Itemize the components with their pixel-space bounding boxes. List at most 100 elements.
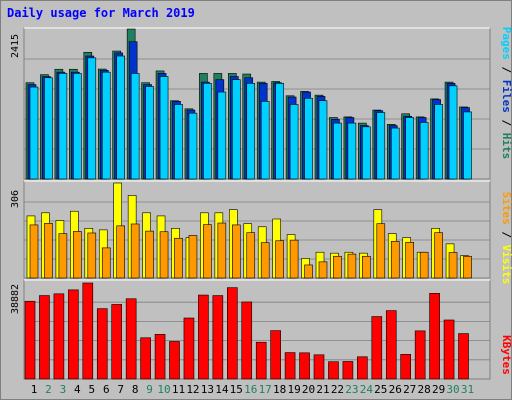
y-max-label: 38882 [10,284,21,314]
x-tick-day-2: 2 [45,383,52,396]
bar-pages-day-29 [434,104,443,180]
x-tick-day-27: 27 [403,383,416,396]
legend-: / [500,225,512,245]
x-tick-day-29: 29 [432,383,445,396]
bar-pages-day-3 [58,73,68,180]
bar-kbytes-day-11 [169,341,180,380]
bar-sites-day-3 [58,233,68,279]
x-tick-day-21: 21 [316,383,329,396]
bar-pages-day-27 [405,117,415,180]
legend-pages: Pages [500,27,512,60]
bar-kbytes-day-26 [385,310,397,380]
bar-pages-day-6 [101,71,111,180]
x-tick-day-7: 7 [117,383,124,396]
bar-sites-day-21 [318,261,328,279]
bar-kbytes-day-12 [183,317,195,380]
bar-sites-day-1 [29,224,39,279]
bar-pages-day-31 [463,111,472,180]
bar-kbytes-day-10 [154,334,166,380]
bar-kbytes-day-18 [270,330,281,380]
bar-kbytes-day-19 [284,352,296,380]
x-tick-day-20: 20 [302,383,315,396]
bar-pages-day-14 [217,91,227,180]
bar-sites-day-15 [232,224,241,279]
bar-kbytes-day-24 [357,356,368,380]
bar-pages-day-8 [130,73,140,180]
x-tick-day-14: 14 [215,383,229,396]
bar-kbytes-day-22 [328,361,339,380]
bar-kbytes-day-17 [255,341,267,380]
bar-pages-day-26 [390,127,400,180]
x-tick-day-11: 11 [172,383,185,396]
x-tick-day-23: 23 [345,383,358,396]
bar-sites-day-7 [116,225,125,279]
bar-sites-day-23 [347,253,357,279]
legend-files: Files [500,80,512,113]
bar-pages-day-4 [73,73,82,180]
bar-sites-day-22 [333,255,342,279]
x-tick-day-19: 19 [287,383,300,396]
bar-kbytes-day-3 [53,293,65,380]
legend-kbytes: KBytes [500,335,512,375]
bar-sites-day-8 [130,223,140,279]
bar-kbytes-day-5 [82,282,94,380]
bar-sites-day-12 [188,235,198,279]
bar-sites-day-27 [405,241,415,279]
x-tick-day-6: 6 [103,383,110,396]
bar-sites-day-24 [362,255,371,279]
bar-pages-day-5 [87,57,97,180]
chart-title: Daily usage for March 2019 [7,6,195,20]
bar-pages-day-1 [29,86,39,180]
bar-kbytes-day-7 [111,304,122,380]
bar-pages-day-2 [44,77,53,180]
bar-kbytes-day-16 [241,301,253,380]
bar-sites-day-26 [390,241,400,279]
bar-sites-day-9 [145,230,154,279]
x-tick-day-12: 12 [186,383,199,396]
bar-kbytes-day-6 [96,308,108,380]
bar-pages-day-20 [304,97,313,180]
x-tick-day-15: 15 [230,383,243,396]
bar-pages-day-16 [246,83,256,180]
legend-visits-sites: Sites / Visits [500,192,512,285]
x-tick-day-28: 28 [418,383,431,396]
bar-pages-day-15 [232,79,241,180]
bar-pages-day-9 [145,86,154,180]
x-tick-day-17: 17 [259,383,272,396]
x-tick-day-31: 31 [461,383,474,396]
bar-sites-day-30 [448,252,458,279]
bar-pages-day-13 [203,83,212,180]
x-tick-day-26: 26 [389,383,402,396]
bar-pages-day-30 [448,85,458,180]
bar-sites-day-17 [260,242,270,279]
bar-sites-day-28 [419,251,429,279]
legend-: / [500,60,512,80]
bar-kbytes-day-14 [212,295,224,380]
bar-kbytes-day-8 [125,298,137,380]
bar-kbytes-day-4 [68,289,79,380]
bar-pages-day-19 [289,104,299,180]
x-tick-day-3: 3 [60,383,67,396]
x-tick-day-24: 24 [360,383,374,396]
bar-kbytes-day-13 [198,294,209,380]
bar-kbytes-day-9 [140,337,151,380]
x-tick-day-25: 25 [374,383,387,396]
x-tick-day-13: 13 [201,383,214,396]
bar-pages-day-12 [188,112,198,180]
x-tick-day-4: 4 [74,383,81,396]
bar-kbytes-day-31 [458,333,469,380]
x-tick-day-18: 18 [273,383,286,396]
bar-pages-day-28 [419,122,429,180]
bar-sites-day-29 [434,232,443,279]
legend-hits-files-pages: Pages / Files / Hits [500,27,512,160]
legend-hits: Hits [500,133,512,160]
bar-kbytes-day-25 [371,316,383,380]
bar-kbytes-day-20 [299,352,310,380]
x-tick-day-30: 30 [446,383,459,396]
bar-pages-day-22 [333,122,342,180]
bar-pages-day-25 [376,112,386,180]
x-tick-day-8: 8 [132,383,139,396]
bar-pages-day-23 [347,122,357,180]
bar-sites-day-13 [203,224,212,279]
